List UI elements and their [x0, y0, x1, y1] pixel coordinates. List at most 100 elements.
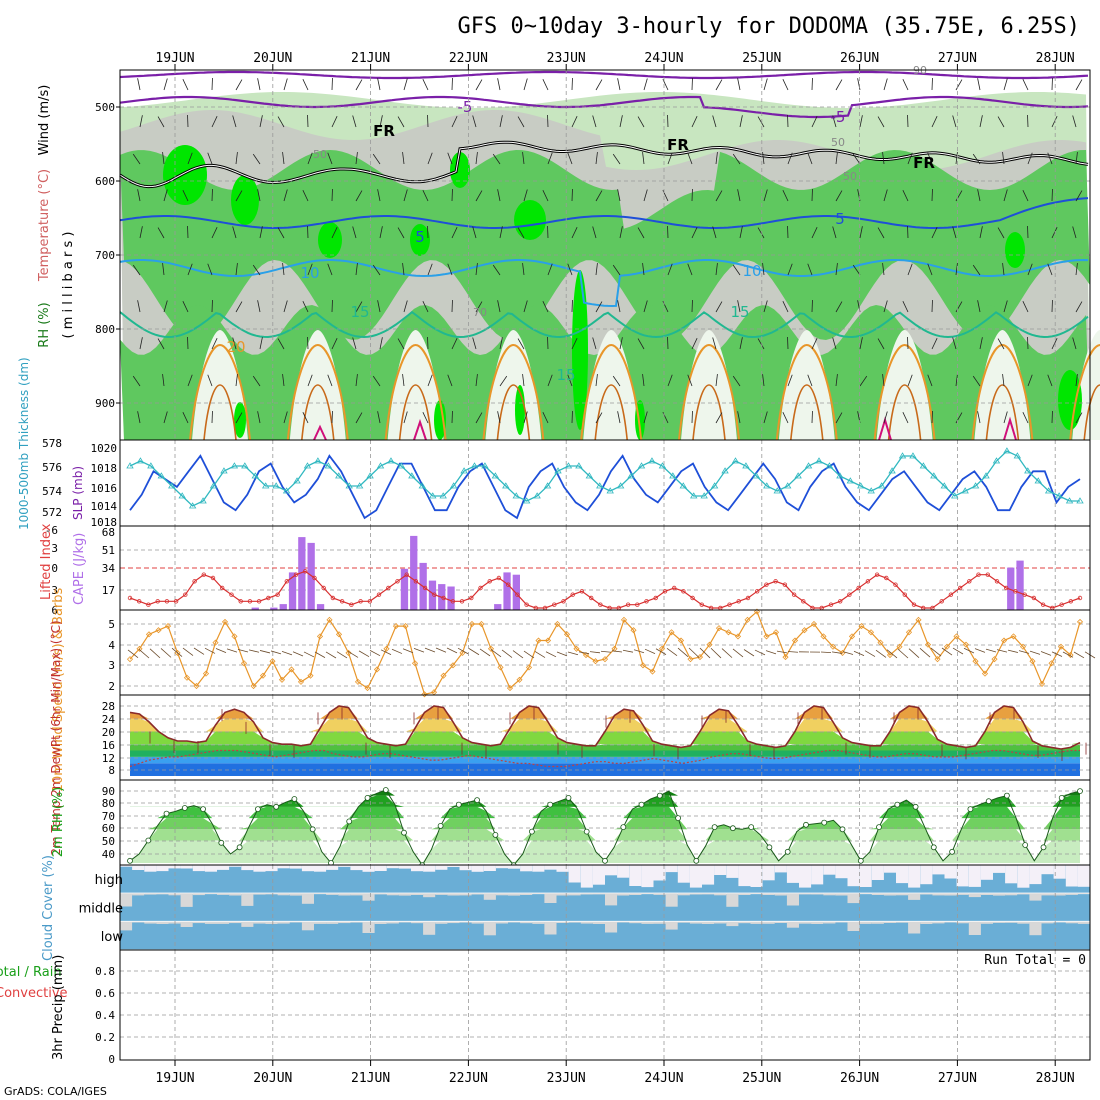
cloud-clear — [641, 893, 654, 894]
barb — [475, 263, 478, 276]
cloud-clear — [1005, 921, 1018, 923]
cloud-clear — [459, 893, 472, 896]
surface-barb — [963, 647, 975, 654]
barb — [567, 152, 573, 165]
rh-marker — [492, 832, 499, 838]
surface-barb — [754, 649, 766, 656]
barb — [257, 189, 261, 202]
li-marker — [321, 585, 326, 591]
barb — [927, 263, 933, 276]
barb — [302, 189, 309, 202]
thickness-marker — [669, 472, 677, 479]
cloud-clear — [435, 865, 448, 870]
rh-marker — [638, 801, 645, 808]
li-marker — [459, 599, 465, 604]
contour-15 — [119, 310, 1089, 339]
barb — [619, 115, 623, 128]
barb — [782, 300, 789, 313]
barb — [137, 300, 141, 313]
y-tick-label: 500 — [95, 101, 115, 114]
cloud-clear — [447, 865, 460, 867]
wind-marker — [506, 685, 514, 692]
wind-marker — [668, 629, 675, 636]
cloud-clear — [520, 865, 533, 872]
barb — [972, 153, 981, 165]
surface-barb — [248, 649, 260, 653]
wind-marker — [915, 616, 922, 623]
barb — [835, 412, 843, 424]
cloud-clear — [714, 865, 727, 875]
thickness-marker — [982, 472, 990, 479]
barb — [667, 263, 673, 276]
cloud-clear — [920, 865, 933, 885]
cloud-clear — [847, 865, 860, 887]
wind-marker — [677, 637, 685, 644]
barb — [307, 152, 313, 165]
cloud-clear — [689, 921, 702, 924]
barb — [979, 337, 983, 350]
barb — [427, 152, 433, 165]
thickness-marker — [773, 487, 781, 494]
cloud-clear — [1053, 893, 1066, 896]
wind-marker — [601, 656, 609, 663]
wind-marker — [250, 682, 257, 690]
cloud-axis: high middle low — [79, 873, 124, 945]
li-marker — [312, 575, 317, 581]
rh-saturated — [450, 152, 470, 188]
rh-marker — [730, 825, 736, 832]
barb — [523, 411, 528, 424]
barb — [475, 301, 483, 313]
barb — [257, 300, 261, 313]
barb — [832, 226, 837, 239]
slp-axis: 578 576 574 572 1020 1018 1016 1014 1018 — [42, 437, 117, 529]
barb — [977, 411, 981, 424]
thickness-marker — [303, 462, 312, 469]
barb — [757, 338, 765, 350]
li-marker — [828, 602, 834, 607]
li-marker — [791, 592, 797, 597]
li-marker — [874, 572, 880, 577]
cloud-clear — [532, 893, 545, 894]
li-marker — [367, 599, 372, 604]
contour-25 — [203, 384, 237, 441]
wind-marker — [516, 676, 523, 683]
contour-20 — [482, 343, 545, 441]
cloud-clear — [665, 893, 678, 907]
cloud-clear — [859, 865, 872, 887]
barb — [687, 263, 693, 276]
cloud-clear — [1065, 893, 1078, 895]
wind-marker — [1000, 637, 1008, 644]
barb — [807, 152, 813, 165]
cape-bar — [298, 537, 306, 610]
wind-marker — [620, 616, 628, 623]
wind-marker — [354, 678, 362, 685]
li-marker — [884, 575, 889, 581]
barb — [737, 189, 741, 202]
cloud-clear — [217, 893, 230, 895]
rh-marker — [1022, 842, 1029, 848]
cloud-clear — [398, 893, 411, 896]
barb — [1002, 152, 1005, 165]
li-marker — [690, 595, 695, 601]
cape-bar — [410, 535, 418, 610]
barb — [877, 338, 885, 350]
rh-marker — [474, 797, 481, 803]
li-marker — [441, 595, 446, 601]
rh-ylabel: 2m RH (%) — [51, 787, 66, 858]
surface-barb — [787, 651, 799, 653]
thickness-marker — [585, 472, 594, 479]
cloud-ylabel: Cloud Cover (%) — [41, 855, 56, 961]
barb — [132, 153, 141, 165]
barb — [232, 226, 237, 239]
barb — [762, 374, 765, 387]
barb — [882, 152, 885, 165]
cloud-clear — [374, 893, 387, 895]
precip-tick: 0 — [108, 1053, 115, 1066]
barb — [157, 227, 165, 239]
li-marker — [1059, 602, 1064, 607]
wind-marker — [953, 633, 960, 640]
barb — [762, 263, 765, 276]
wind-marker — [782, 654, 789, 661]
contour-20 — [971, 343, 1034, 441]
